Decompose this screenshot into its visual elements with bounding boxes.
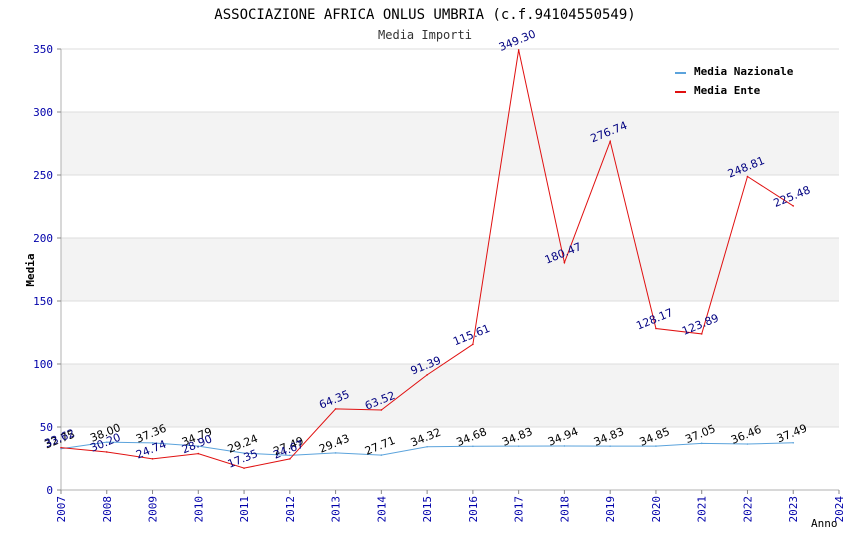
data-point xyxy=(151,458,154,460)
data-point xyxy=(655,327,657,330)
y-tick-label: 100 xyxy=(33,358,53,371)
grid-band xyxy=(61,112,839,175)
data-point xyxy=(60,446,62,449)
x-tick-label: 2014 xyxy=(375,496,388,523)
x-axis-label: Anno xyxy=(811,517,838,530)
y-tick-label: 300 xyxy=(33,106,53,119)
data-point xyxy=(609,445,611,447)
x-tick-label: 2018 xyxy=(558,496,571,523)
data-point xyxy=(197,445,200,447)
y-tick-label: 50 xyxy=(40,421,53,434)
chart-title: ASSOCIAZIONE AFRICA ONLUS UMBRIA (c.f.94… xyxy=(214,7,635,23)
data-point xyxy=(334,408,337,410)
x-tick-label: 2010 xyxy=(192,496,205,523)
data-point xyxy=(700,333,703,335)
data-point xyxy=(792,441,795,444)
data-point xyxy=(243,452,245,454)
data-point xyxy=(151,442,154,444)
x-tick-label: 2007 xyxy=(55,496,68,523)
data-point xyxy=(197,452,200,455)
y-tick-label: 350 xyxy=(33,43,53,56)
x-tick-label: 2019 xyxy=(604,496,617,523)
data-point xyxy=(289,458,291,460)
data-point xyxy=(60,447,62,450)
y-tick-label: 150 xyxy=(33,295,53,308)
x-tick-label: 2012 xyxy=(284,496,297,523)
grid-band xyxy=(61,49,839,112)
data-point xyxy=(563,445,566,447)
axes: 0 50 100 150 200 250 300 350 2007 2008 2009 2010 201… xyxy=(33,43,846,523)
data-point xyxy=(380,409,383,411)
data-point xyxy=(105,441,108,443)
legend: Media Nazionale Media Ente xyxy=(675,65,794,97)
x-tick-label: 2021 xyxy=(696,496,709,523)
x-tick-label: 2015 xyxy=(421,496,434,523)
data-point xyxy=(700,442,703,445)
x-tick-label: 2020 xyxy=(650,496,663,523)
x-tick-label: 2017 xyxy=(513,496,526,523)
data-point xyxy=(517,445,520,447)
grid-band xyxy=(61,364,839,427)
data-point xyxy=(792,205,795,207)
series-layer xyxy=(60,49,795,469)
data-point xyxy=(243,467,245,469)
data-point xyxy=(563,261,566,264)
y-tick-label: 250 xyxy=(33,169,53,182)
y-axis-label: Media xyxy=(24,253,37,286)
legend-label-media-nazionale: Media Nazionale xyxy=(694,65,794,78)
data-point xyxy=(655,445,657,447)
x-tick-label: 2009 xyxy=(147,496,160,523)
x-tick-label: 2013 xyxy=(330,496,343,523)
data-point xyxy=(380,454,383,456)
x-tick-label: 2008 xyxy=(101,496,114,523)
chart-subtitle: Media Importi xyxy=(378,28,472,42)
x-tick-label: 2022 xyxy=(741,496,754,523)
grid-bands xyxy=(61,48,839,491)
grid-band xyxy=(61,238,839,301)
grid-band xyxy=(61,301,839,364)
legend-label-media-ente: Media Ente xyxy=(694,84,761,97)
data-point xyxy=(426,445,428,448)
y-tick-label: 0 xyxy=(46,484,53,497)
data-point xyxy=(105,451,108,453)
data-point xyxy=(746,175,749,178)
y-tick-label: 200 xyxy=(33,232,53,245)
data-point xyxy=(472,445,474,448)
x-tick-label: 2011 xyxy=(238,496,251,523)
grid-band xyxy=(61,427,839,490)
data-point xyxy=(472,343,474,346)
x-tick-label: 2023 xyxy=(787,496,800,523)
data-point xyxy=(746,443,749,445)
data-point xyxy=(426,374,428,376)
data-point xyxy=(517,49,520,51)
x-tick-label: 2016 xyxy=(467,496,480,523)
data-point xyxy=(334,452,337,454)
grid-band xyxy=(61,175,839,238)
data-point xyxy=(289,454,291,457)
x-tick-label: 2024 xyxy=(833,496,846,523)
data-point xyxy=(609,140,611,143)
